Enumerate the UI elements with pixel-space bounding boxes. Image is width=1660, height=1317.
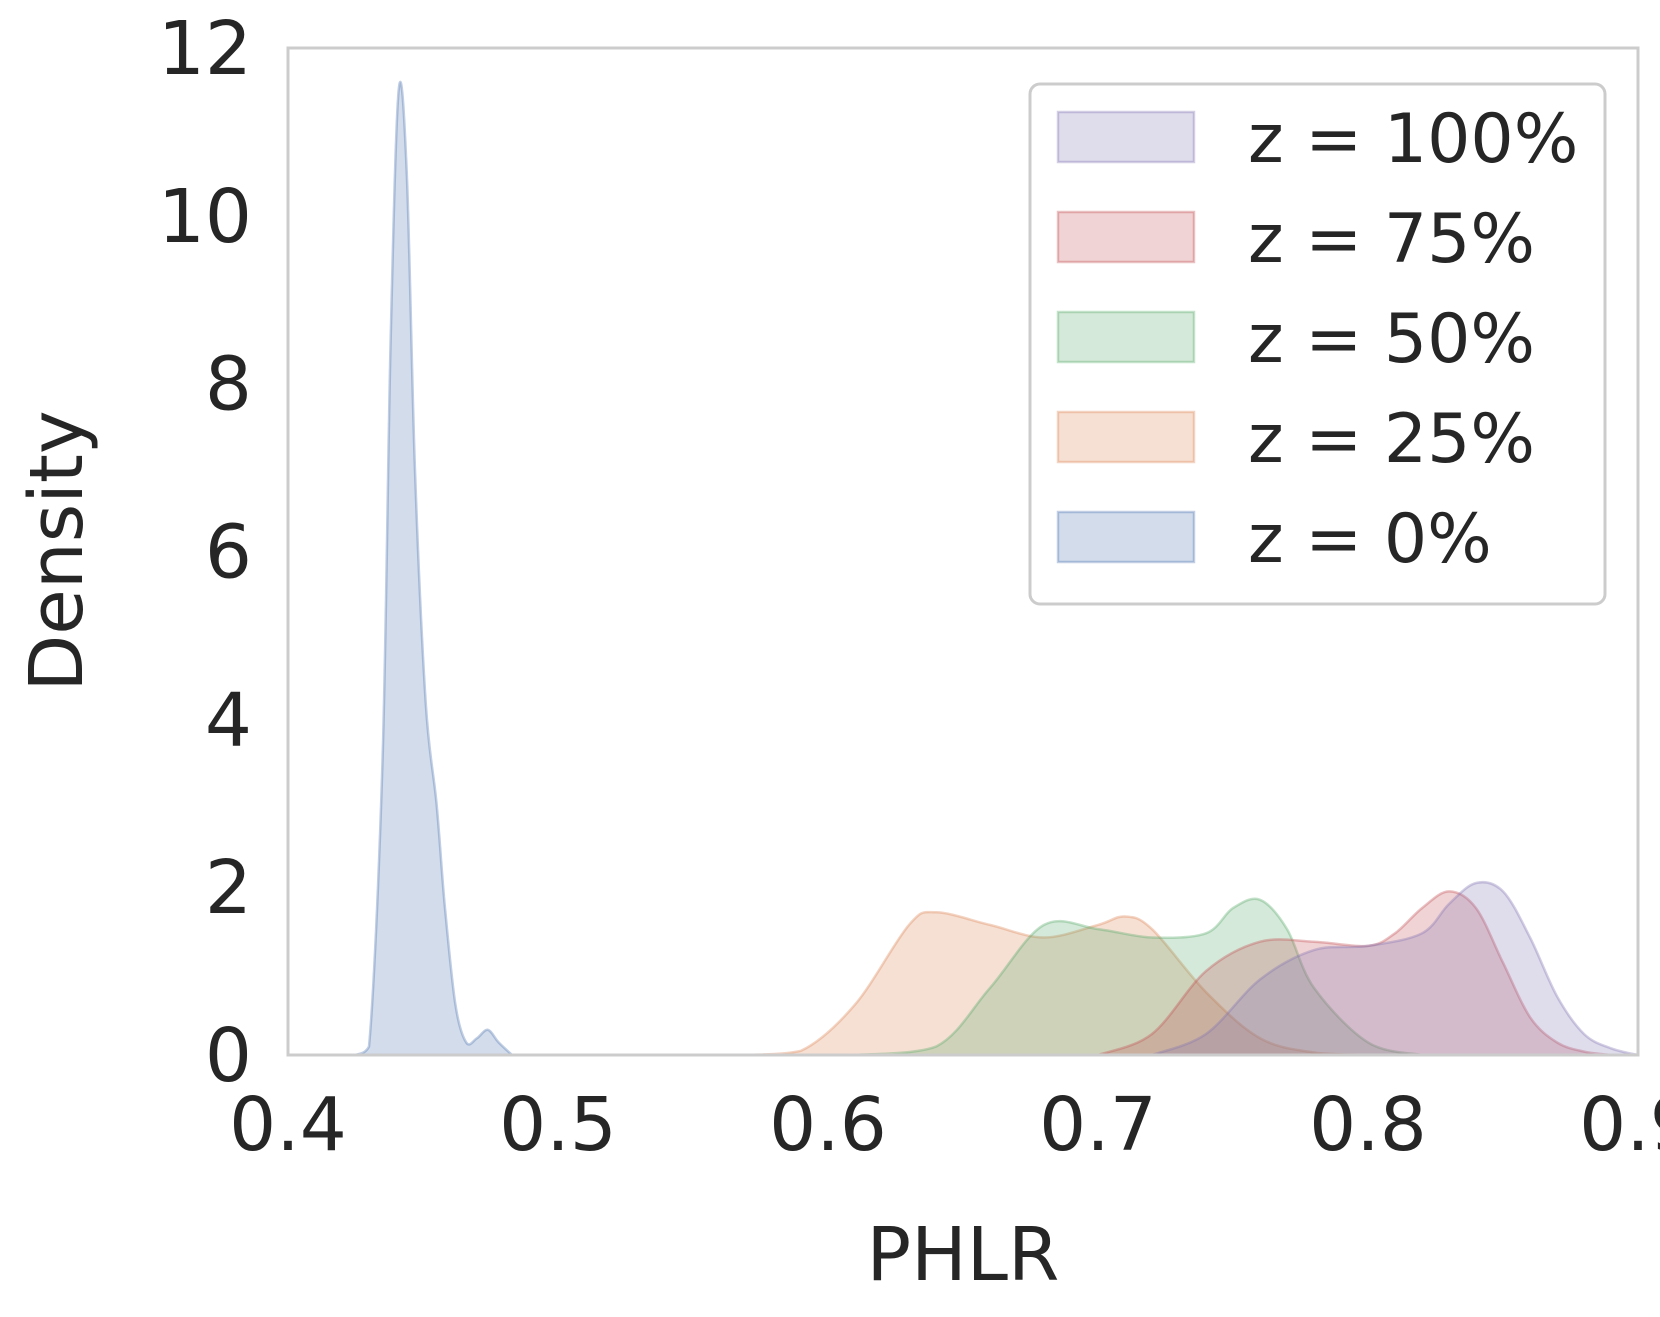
legend-label: z = 50%: [1248, 300, 1535, 379]
x-tick-label: 0.8: [1309, 1082, 1427, 1168]
x-tick-label: 0.5: [499, 1082, 617, 1168]
legend-items: z = 100% z = 75% z = 50% z = 25% z = 0%: [1056, 100, 1578, 579]
legend-swatch: [1056, 410, 1196, 464]
density-area-z-100: [1152, 882, 1638, 1055]
y-tick-label: 4: [205, 677, 252, 763]
density-line-z-0: [354, 80, 513, 1057]
density-area-z-50: [855, 898, 1422, 1055]
legend-swatch: [1056, 110, 1196, 164]
x-tick-label: 0.4: [229, 1082, 347, 1168]
legend-swatch: [1056, 210, 1196, 264]
x-axis-label: PHLR: [867, 1212, 1060, 1298]
legend-frame: [1028, 82, 1607, 606]
y-tick-label: 2: [205, 845, 252, 931]
density-line-z-50: [854, 897, 1423, 1057]
legend-item-z-100: z = 100%: [1056, 100, 1578, 179]
legend-item-z-0: z = 0%: [1056, 500, 1492, 579]
density-area-z-75: [1098, 891, 1611, 1055]
density-line-z-75: [1097, 890, 1612, 1057]
density-areas: [354, 80, 1639, 1057]
legend-label: z = 25%: [1248, 400, 1535, 479]
y-tick-label: 8: [205, 342, 252, 428]
legend: z = 100% z = 75% z = 50% z = 25% z = 0%: [1028, 82, 1607, 606]
density-area-z-0: [355, 81, 513, 1056]
y-tick-label: 12: [158, 6, 252, 92]
y-tick-label: 6: [205, 510, 252, 596]
y-tick-label: 10: [158, 174, 252, 260]
legend-item-z-50: z = 50%: [1056, 300, 1535, 379]
y-tick-labels: 0 2 4 6 8 10 12: [158, 6, 252, 1099]
x-tick-label: 0.9: [1579, 1082, 1660, 1168]
y-axis-label: Density: [14, 410, 100, 691]
legend-label: z = 100%: [1248, 100, 1578, 179]
x-tick-label: 0.6: [769, 1082, 887, 1168]
density-line-z-100: [1151, 880, 1639, 1057]
legend-swatch: [1056, 510, 1196, 564]
y-tick-label: 0: [205, 1013, 252, 1099]
legend-label: z = 75%: [1248, 200, 1535, 279]
density-line-z-25: [746, 910, 1369, 1057]
x-tick-labels: 0.4 0.5 0.6 0.7 0.8 0.9: [229, 1082, 1660, 1168]
plot-frame: [286, 46, 1640, 1057]
legend-item-z-75: z = 75%: [1056, 200, 1535, 279]
density-area-z-25: [747, 912, 1368, 1055]
legend-label: z = 0%: [1248, 500, 1492, 579]
legend-swatch: [1056, 310, 1196, 364]
legend-item-z-25: z = 25%: [1056, 400, 1535, 479]
x-tick-label: 0.7: [1039, 1082, 1157, 1168]
